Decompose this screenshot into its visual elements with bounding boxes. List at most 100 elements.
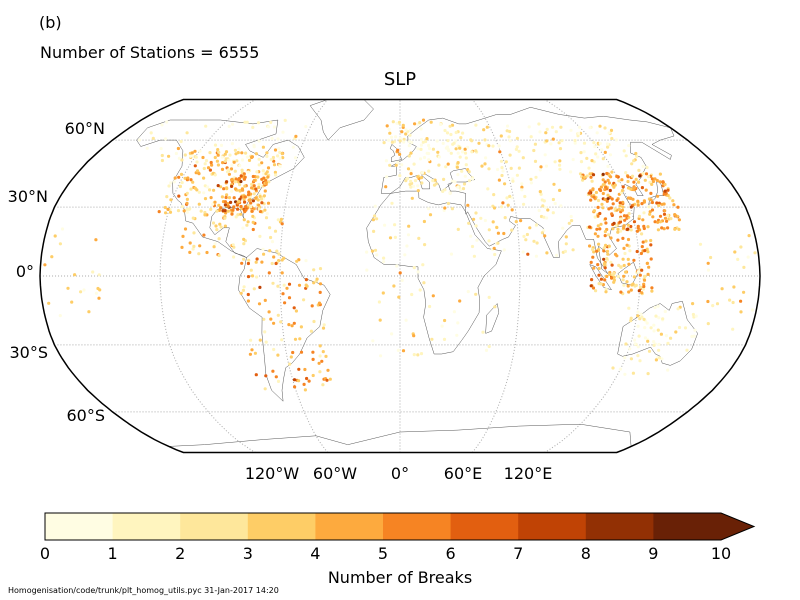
station-point (280, 271, 284, 275)
station-point (411, 184, 416, 188)
station-point (609, 175, 613, 179)
station-point (180, 205, 184, 209)
station-point (613, 183, 617, 187)
station-point (408, 182, 412, 186)
station-point (252, 178, 256, 183)
station-point (644, 239, 648, 243)
station-point (639, 312, 643, 316)
station-point (291, 350, 295, 355)
station-point (621, 185, 625, 189)
station-point (618, 367, 623, 371)
station-point (497, 144, 501, 148)
station-point (220, 155, 224, 159)
station-point (558, 188, 562, 192)
station-point (651, 215, 655, 219)
station-point (626, 257, 630, 261)
station-point (373, 214, 377, 218)
station-point (279, 217, 283, 221)
station-point (185, 131, 189, 135)
station-point (312, 281, 316, 285)
station-point (260, 201, 264, 205)
station-point (160, 153, 164, 158)
station-point (642, 284, 646, 289)
station-point (268, 226, 272, 230)
station-point (255, 257, 259, 261)
station-point (245, 120, 249, 124)
station-point (627, 212, 631, 216)
station-point (598, 124, 602, 128)
station-point (382, 256, 386, 260)
station-point (625, 243, 629, 247)
station-point (203, 197, 208, 201)
station-point (195, 169, 200, 173)
station-point (223, 159, 227, 163)
station-point (482, 128, 486, 132)
station-point (267, 310, 271, 314)
station-point (588, 225, 592, 229)
station-point (646, 339, 650, 343)
station-point (601, 172, 605, 176)
station-point (396, 348, 400, 352)
station-point (149, 131, 153, 135)
station-point (610, 136, 614, 141)
station-point (649, 198, 653, 202)
station-point (365, 250, 369, 254)
station-point (287, 296, 292, 300)
station-point (221, 161, 225, 165)
station-point (266, 166, 271, 170)
station-point (219, 225, 223, 229)
station-point (233, 187, 238, 191)
station-point (605, 274, 609, 278)
station-point (311, 373, 315, 378)
station-point (283, 301, 287, 305)
station-point (318, 267, 323, 271)
station-point (557, 141, 561, 145)
station-point (706, 268, 711, 272)
station-point (169, 198, 173, 202)
station-point (416, 270, 420, 274)
station-point (209, 207, 213, 211)
station-point (237, 199, 241, 204)
station-point (173, 176, 177, 180)
station-point (261, 169, 265, 173)
station-point (551, 211, 555, 215)
station-point (272, 125, 276, 129)
colorbar-tick-label: 1 (107, 544, 118, 563)
station-point (558, 159, 562, 163)
station-point (500, 173, 504, 178)
station-point (524, 238, 528, 242)
station-point (663, 209, 667, 213)
station-point (486, 187, 490, 191)
station-point (569, 170, 573, 174)
station-point (215, 209, 219, 213)
station-point (492, 193, 496, 197)
station-point (649, 191, 653, 195)
colorbar-tick-label: 5 (377, 544, 389, 563)
station-point (564, 242, 568, 246)
station-point (278, 150, 282, 154)
station-point (388, 131, 392, 135)
station-point (487, 144, 491, 148)
station-point (484, 348, 489, 352)
station-point (304, 278, 308, 282)
station-point (248, 352, 252, 356)
station-point (227, 158, 231, 162)
station-point (706, 261, 710, 265)
station-point (409, 151, 413, 155)
station-point (391, 120, 395, 124)
station-point (412, 162, 416, 166)
station-point (382, 141, 386, 145)
station-point (183, 153, 187, 157)
station-point (277, 147, 281, 151)
station-point (559, 125, 563, 129)
station-point (167, 184, 171, 188)
station-point (646, 250, 650, 254)
station-point (639, 251, 644, 256)
station-point (298, 337, 302, 341)
station-point (79, 290, 83, 294)
station-point (636, 310, 640, 314)
station-point (588, 126, 592, 130)
station-point (456, 173, 460, 177)
station-point (529, 181, 534, 185)
station-point (248, 198, 252, 202)
